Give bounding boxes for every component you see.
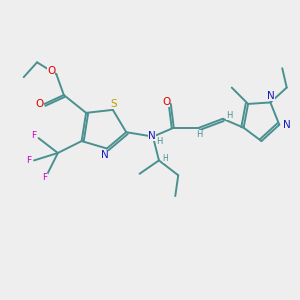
Text: N: N	[148, 131, 156, 141]
Text: H: H	[196, 130, 202, 139]
Text: N: N	[100, 150, 108, 160]
Text: F: F	[32, 131, 37, 140]
Text: O: O	[47, 66, 55, 76]
Text: N: N	[283, 120, 291, 130]
Text: F: F	[26, 156, 31, 165]
Text: F: F	[43, 173, 48, 182]
Text: O: O	[35, 99, 43, 109]
Text: O: O	[162, 97, 170, 107]
Text: H: H	[163, 154, 168, 164]
Text: H: H	[226, 111, 232, 120]
Text: S: S	[111, 99, 117, 109]
Text: N: N	[267, 91, 275, 101]
Text: H: H	[156, 137, 163, 146]
